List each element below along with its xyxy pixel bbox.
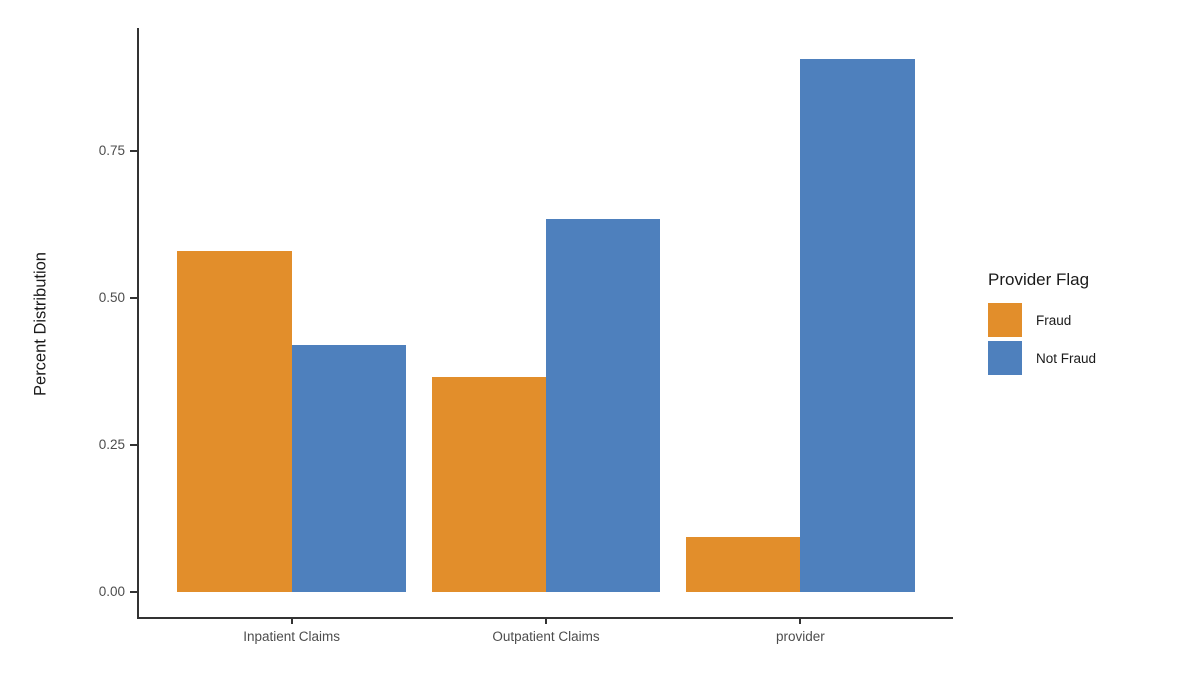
legend-swatch-fraud (988, 303, 1022, 337)
y-tick-label-0.50: 0.50 (98, 290, 125, 305)
y-tick-mark-0.00 (130, 591, 137, 593)
y-tick-mark-0.50 (130, 297, 137, 299)
x-tick-label-inpatient-claims: Inpatient Claims (243, 629, 341, 644)
bar-inpatient-claims-fraud (177, 250, 292, 592)
y-tick-label-0.00: 0.00 (98, 584, 125, 599)
y-tick-label-0.75: 0.75 (98, 143, 125, 158)
legend-swatch-not-fraud (988, 341, 1022, 375)
legend-label-not-fraud: Not Fraud (1036, 350, 1097, 366)
bar-provider-fraud (685, 536, 801, 592)
legend: Provider Flag Fraud Not Fraud (988, 270, 1096, 379)
x-tick-mark-outpatient-claims (545, 617, 547, 624)
bar-outpatient-claims-fraud (431, 376, 546, 592)
x-tick-mark-provider (799, 617, 802, 624)
bar-outpatient-claims-not-fraud (546, 219, 661, 592)
legend-item-fraud: Fraud (988, 303, 1096, 337)
x-tick-label-provider: provider (775, 629, 825, 644)
legend-title: Provider Flag (988, 270, 1090, 289)
y-axis-title: Percent Distribution (31, 252, 50, 396)
legend-label-fraud: Fraud (1036, 312, 1072, 328)
bar-inpatient-claims-not-fraud (291, 345, 407, 592)
y-tick-label-0.25: 0.25 (98, 437, 125, 452)
legend-item-not-fraud: Not Fraud (988, 341, 1096, 375)
plot-panel: Inpatient Claims Outpatient Claims provide… (99, 28, 953, 644)
bar-provider-not-fraud (800, 59, 915, 592)
y-tick-mark-0.75 (130, 150, 137, 152)
x-tick-label-outpatient-claims: Outpatient Claims (492, 629, 600, 644)
x-tick-mark-inpatient-claims (290, 617, 293, 624)
y-tick-mark-0.25 (130, 444, 137, 446)
